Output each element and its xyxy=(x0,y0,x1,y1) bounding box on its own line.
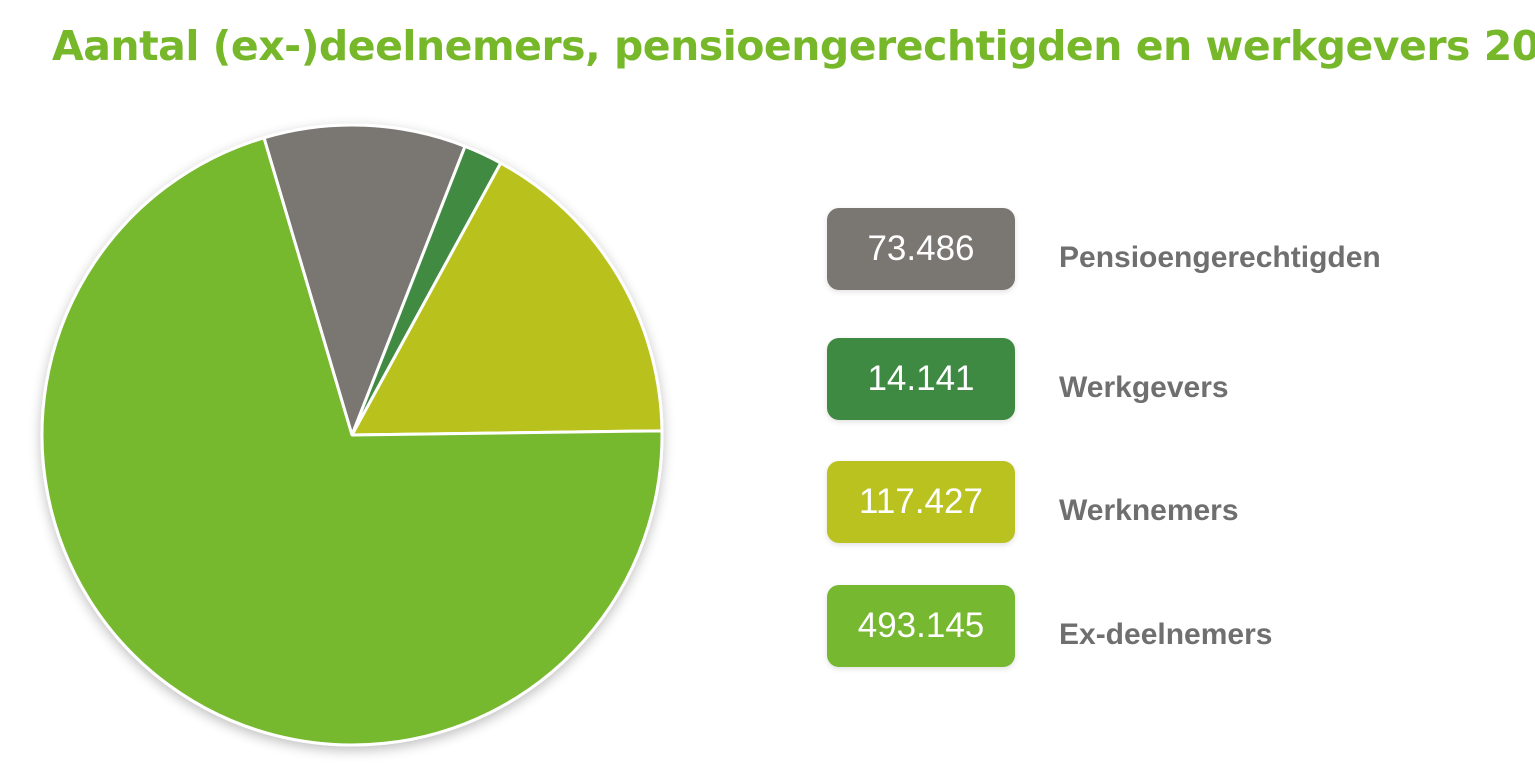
value-badge-werkgevers: 14.141 xyxy=(827,338,1015,420)
legend-label-werknemers: Werknemers xyxy=(1059,494,1239,527)
legend-item-pensioengerechtigden: 73.486 Pensioengerechtigden xyxy=(827,208,1507,290)
pie-slice-werknemers xyxy=(350,161,664,437)
legend-label-ex-deelnemers: Ex-deelnemers xyxy=(1059,618,1273,651)
value-badge-werknemers: 117.427 xyxy=(827,461,1015,543)
value-badge-pensioengerechtigden: 73.486 xyxy=(827,208,1015,290)
pie-chart-svg xyxy=(40,123,664,747)
legend-label-werkgevers: Werkgevers xyxy=(1059,371,1229,404)
pie-slice-ex-deelnemers xyxy=(40,136,664,747)
chart-title: Aantal (ex-)deelnemers, pensioengerechti… xyxy=(52,22,1535,70)
pie-slices xyxy=(40,123,664,747)
value-badge-ex-deelnemers: 493.145 xyxy=(827,585,1015,667)
legend-item-ex-deelnemers: 493.145 Ex-deelnemers xyxy=(827,585,1507,667)
pie-chart xyxy=(0,90,720,770)
pie-slice-pensioengerechtigden xyxy=(262,123,467,437)
legend-item-werkgevers: 14.141 Werkgevers xyxy=(827,338,1507,420)
legend-label-pensioengerechtigden: Pensioengerechtigden xyxy=(1059,241,1381,274)
legend-item-werknemers: 117.427 Werknemers xyxy=(827,461,1507,543)
